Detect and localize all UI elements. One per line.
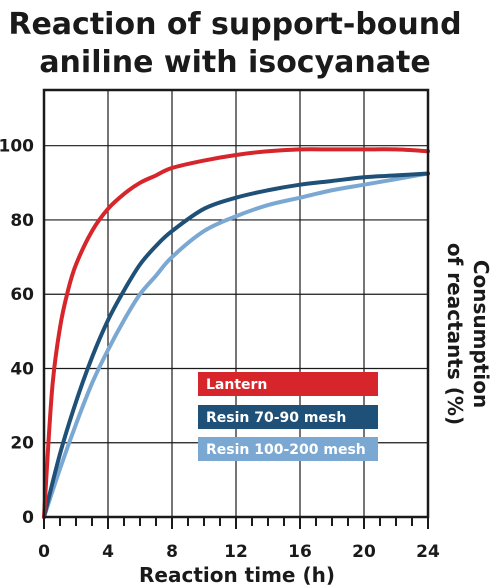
chart-title-line-1: Reaction of support-bound (8, 7, 461, 42)
y-axis-title-line-1: Consumption (469, 260, 493, 408)
legend: Lantern Resin 70-90 mesh Resin 100-200 mes… (198, 372, 378, 461)
series-line-resin-100-200-mesh (42, 171, 430, 519)
series-layer (42, 147, 430, 519)
series-line-resin-70-90-mesh (42, 171, 430, 519)
legend-label: Resin 70-90 mesh (206, 410, 346, 426)
x-tick-label: 0 (38, 542, 50, 562)
x-tick-label: 20 (352, 542, 376, 562)
x-tick-label: 8 (166, 542, 178, 562)
chart-title-line-2: aniline with isocyanate (39, 45, 430, 80)
y-tick-label: 80 (10, 211, 34, 231)
legend-swatch (198, 405, 378, 429)
y-tick-label: 100 (0, 137, 34, 157)
legend-label: Lantern (206, 377, 267, 393)
x-tick-label: 16 (288, 542, 312, 562)
legend-swatch (198, 437, 378, 461)
y-tick-labels: 0 20 40 60 80 100 (0, 137, 34, 528)
y-axis-title: Consumption of reactants (%) (443, 243, 493, 425)
y-tick-label: 0 (22, 508, 34, 528)
x-tick-label: 4 (102, 542, 114, 562)
y-tick-label: 60 (10, 285, 34, 305)
series-line-lantern (42, 147, 430, 519)
y-tick-label: 40 (10, 359, 34, 379)
x-tick-label: 12 (224, 542, 248, 562)
x-axis-title: Reaction time (h) (139, 563, 335, 587)
y-axis-title-line-2: of reactants (%) (443, 243, 467, 425)
legend-swatch (198, 372, 378, 396)
y-tick-label: 20 (10, 434, 34, 454)
x-tick-labels: 0 4 8 12 16 20 24 (38, 542, 440, 562)
legend-label: Resin 100-200 mesh (206, 442, 366, 458)
x-minor-ticks (43, 517, 429, 529)
x-tick-label: 24 (416, 542, 440, 562)
